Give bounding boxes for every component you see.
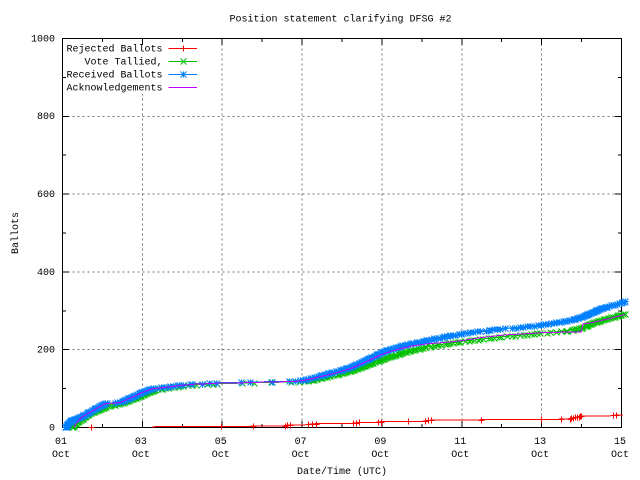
svg-text:15: 15 bbox=[614, 437, 626, 448]
svg-text:Oct: Oct bbox=[52, 450, 70, 461]
svg-text:Rejected Ballots: Rejected Ballots bbox=[66, 44, 162, 56]
svg-text:Oct: Oct bbox=[451, 450, 469, 461]
svg-text:Acknowledgements: Acknowledgements bbox=[66, 83, 162, 95]
svg-text:11: 11 bbox=[454, 437, 466, 448]
svg-text:1000: 1000 bbox=[31, 34, 55, 45]
svg-text:07: 07 bbox=[295, 437, 307, 448]
svg-text:600: 600 bbox=[37, 190, 55, 201]
svg-text:Oct: Oct bbox=[292, 450, 310, 461]
svg-text:Oct: Oct bbox=[371, 450, 389, 461]
svg-text:05: 05 bbox=[215, 437, 227, 448]
svg-text:800: 800 bbox=[37, 112, 55, 123]
svg-text:Received Ballots: Received Ballots bbox=[66, 70, 162, 82]
svg-text:400: 400 bbox=[37, 268, 55, 279]
svg-text:09: 09 bbox=[374, 437, 386, 448]
svg-text:Position statement clarifying: Position statement clarifying DFSG #2 bbox=[229, 14, 451, 26]
svg-text:Ballots: Ballots bbox=[10, 212, 22, 254]
svg-text:Vote Tallied,: Vote Tallied, bbox=[84, 57, 162, 69]
svg-text:200: 200 bbox=[37, 346, 55, 357]
svg-text:Oct: Oct bbox=[212, 450, 230, 461]
svg-text:Oct: Oct bbox=[531, 450, 549, 461]
svg-text:01: 01 bbox=[55, 437, 67, 448]
svg-text:0: 0 bbox=[49, 423, 55, 434]
svg-text:03: 03 bbox=[135, 437, 147, 448]
svg-text:Oct: Oct bbox=[611, 450, 629, 461]
svg-text:13: 13 bbox=[534, 437, 546, 448]
svg-text:Oct: Oct bbox=[132, 450, 150, 461]
svg-text:Date/Time (UTC): Date/Time (UTC) bbox=[297, 466, 387, 478]
